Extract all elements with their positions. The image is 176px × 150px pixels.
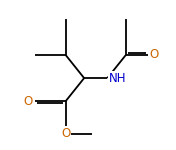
Text: O: O — [24, 95, 33, 108]
Text: NH: NH — [109, 72, 126, 85]
Text: O: O — [149, 48, 158, 61]
Text: O: O — [61, 127, 70, 140]
